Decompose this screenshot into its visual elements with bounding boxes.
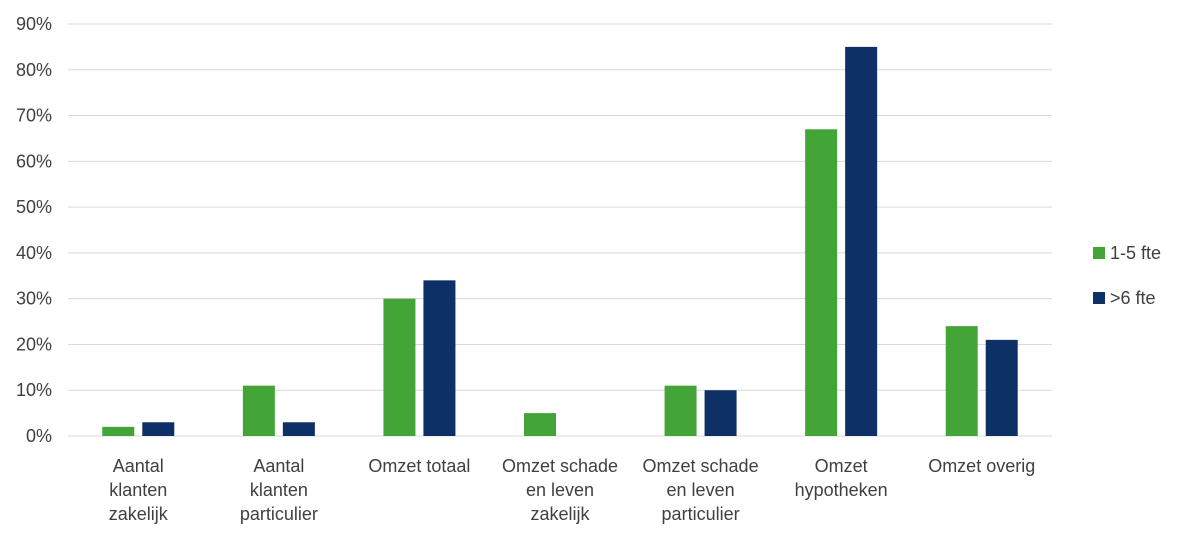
category-label: Omzet schade en leven particulier xyxy=(643,456,759,524)
category-label: Omzet hypotheken xyxy=(795,456,888,500)
category-label-line: klanten xyxy=(109,480,167,500)
bar xyxy=(805,129,838,437)
category-label-line: particulier xyxy=(240,504,318,524)
bar xyxy=(383,298,416,436)
y-tick-label: 60% xyxy=(16,151,52,171)
y-tick-label: 40% xyxy=(16,243,52,263)
bar xyxy=(142,422,175,436)
bar xyxy=(423,280,456,436)
y-tick-label: 50% xyxy=(16,197,52,217)
y-tick-label: 70% xyxy=(16,106,52,126)
y-tick-label: 80% xyxy=(16,60,52,80)
y-tick-label: 30% xyxy=(16,289,52,309)
y-axis-ticks: 0% 10% 20% 30% 40% 50% 60% 70% 80% 90% xyxy=(16,14,52,446)
bar xyxy=(242,385,275,436)
category-label: Aantal klanten zakelijk xyxy=(109,456,169,524)
bar xyxy=(102,426,135,436)
x-axis-categories: Aantal klanten zakelijk Aantal klanten partic… xyxy=(109,456,1035,524)
gridlines xyxy=(68,23,1052,437)
category-label-line: Omzet schade xyxy=(643,456,759,476)
category-label-line: particulier xyxy=(662,504,740,524)
category-label-line: en leven xyxy=(526,480,594,500)
legend-label: 1-5 fte xyxy=(1110,243,1161,263)
category-label-line: hypotheken xyxy=(795,480,888,500)
bar xyxy=(704,390,737,436)
bar xyxy=(985,339,1018,436)
category-label-line: Aantal xyxy=(113,456,164,476)
bar xyxy=(945,326,978,436)
legend-label: >6 fte xyxy=(1110,288,1156,308)
bar xyxy=(845,46,878,437)
category-label-line: Omzet schade xyxy=(502,456,618,476)
category-label-line: Omzet xyxy=(815,456,868,476)
bars xyxy=(102,46,1018,437)
category-label-line: zakelijk xyxy=(530,504,590,524)
category-label: Omzet schade en leven zakelijk xyxy=(502,456,618,524)
category-label-line: Omzet overig xyxy=(928,456,1035,476)
category-label-line: Omzet totaal xyxy=(368,456,470,476)
category-label-line: zakelijk xyxy=(109,504,169,524)
legend-swatch xyxy=(1093,247,1105,259)
y-tick-label: 90% xyxy=(16,14,52,34)
category-label-line: klanten xyxy=(250,480,308,500)
category-label-line: Aantal xyxy=(253,456,304,476)
bar xyxy=(664,385,697,436)
y-tick-label: 0% xyxy=(26,426,52,446)
category-label: Aantal klanten particulier xyxy=(240,456,318,524)
category-label: Omzet totaal xyxy=(368,456,470,476)
category-label: Omzet overig xyxy=(928,456,1035,476)
legend: 1-5 fte >6 fte xyxy=(1093,243,1161,308)
category-label-line: en leven xyxy=(667,480,735,500)
bar xyxy=(282,422,315,436)
y-tick-label: 20% xyxy=(16,334,52,354)
bar xyxy=(524,413,556,436)
y-tick-label: 10% xyxy=(16,380,52,400)
legend-swatch xyxy=(1093,292,1105,304)
